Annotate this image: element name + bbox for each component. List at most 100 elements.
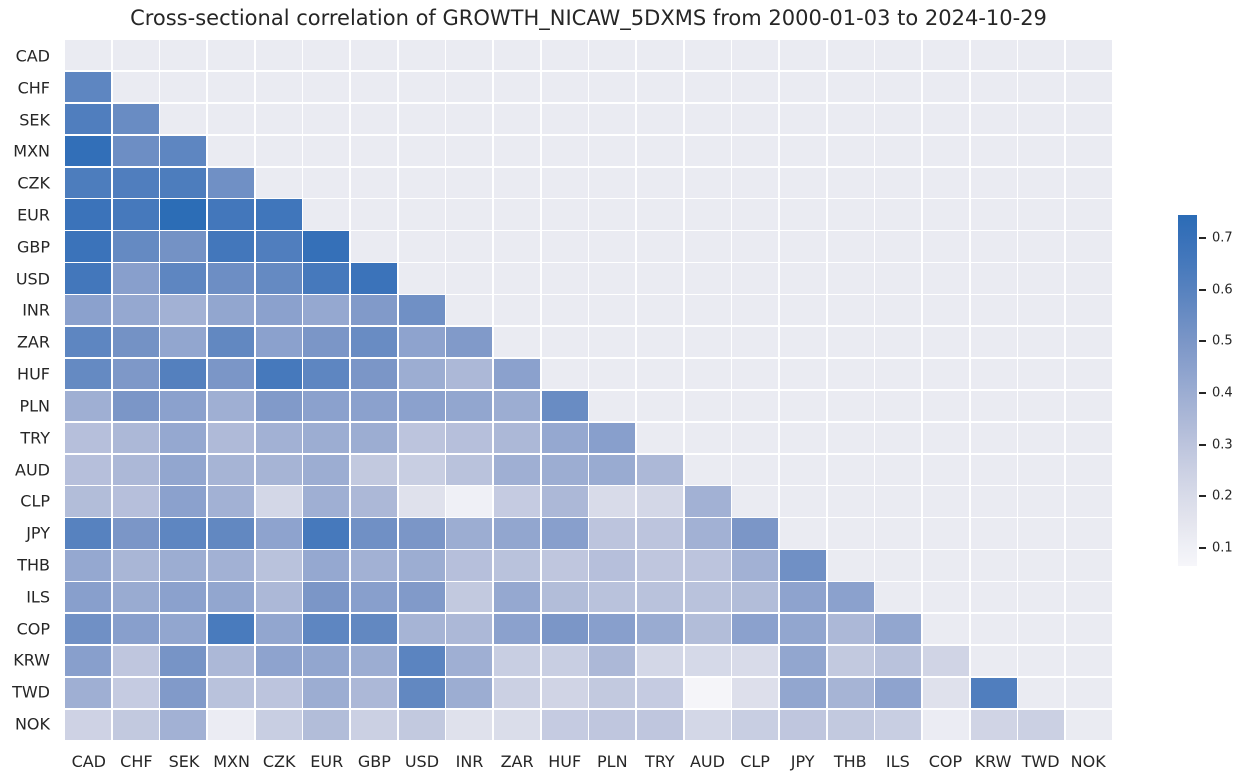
- heatmap-cell-masked: [732, 295, 779, 326]
- heatmap-cell: [446, 486, 493, 517]
- heatmap-cell-masked: [636, 263, 684, 294]
- y-tick-label: MXN: [13, 141, 50, 161]
- heatmap-cell-masked: [684, 390, 731, 422]
- heatmap-cell-masked: [541, 295, 588, 326]
- heatmap-cell: [65, 518, 112, 549]
- heatmap-cell: [970, 709, 1017, 740]
- x-tick-label: ZAR: [500, 752, 534, 771]
- heatmap-cell-masked: [732, 199, 779, 230]
- heatmap-cell-masked: [827, 550, 874, 581]
- heatmap-cell-masked: [589, 135, 636, 167]
- heatmap-cell: [922, 709, 970, 740]
- heatmap-cell-masked: [1018, 358, 1065, 390]
- heatmap-cell: [398, 677, 445, 709]
- heatmap-cell: [350, 645, 398, 677]
- heatmap-cell: [207, 486, 255, 517]
- heatmap-cell-masked: [1018, 40, 1065, 71]
- heatmap-cell-masked: [922, 199, 970, 230]
- heatmap-cell: [160, 390, 207, 422]
- heatmap-cell-masked: [1065, 103, 1112, 135]
- colorbar-tick-mark: [1199, 495, 1206, 498]
- heatmap-cell-masked: [1065, 40, 1112, 71]
- heatmap-cell-masked: [970, 486, 1017, 517]
- heatmap-cell-masked: [970, 326, 1017, 358]
- x-tick-label: TWD: [1021, 752, 1060, 771]
- heatmap-cell: [160, 295, 207, 326]
- x-axis-tick-labels: CAD CHF SEK MXN CZK EUR GBP USD INR ZAR HUF PLN TRY A…: [65, 748, 1112, 774]
- heatmap-cell-masked: [732, 422, 779, 454]
- heatmap-cell: [398, 390, 445, 422]
- y-tick-label: JPY: [26, 523, 50, 543]
- heatmap-cell-masked: [779, 40, 827, 71]
- heatmap-cell-masked: [398, 231, 445, 262]
- heatmap-cell: [350, 550, 398, 581]
- heatmap-cell: [684, 582, 731, 613]
- colorbar-tick-label: 0.7: [1212, 230, 1233, 246]
- heatmap-cell-masked: [446, 167, 493, 198]
- heatmap-cell-masked: [541, 231, 588, 262]
- heatmap-cell: [350, 390, 398, 422]
- heatmap-cell-masked: [922, 103, 970, 135]
- heatmap-cell: [636, 550, 684, 581]
- heatmap-cell-masked: [827, 326, 874, 358]
- heatmap-cell: [303, 231, 350, 262]
- heatmap-cell: [112, 550, 159, 581]
- heatmap-cell-masked: [875, 295, 922, 326]
- heatmap-cell: [303, 295, 350, 326]
- heatmap-cell-masked: [875, 358, 922, 390]
- heatmap-cell: [493, 486, 541, 517]
- heatmap-cell-masked: [875, 103, 922, 135]
- heatmap-cell-masked: [684, 326, 731, 358]
- heatmap-cell: [732, 677, 779, 709]
- heatmap-cell-masked: [1065, 231, 1112, 262]
- heatmap-cell-masked: [684, 103, 731, 135]
- heatmap-cell-masked: [779, 486, 827, 517]
- heatmap-cell-masked: [779, 103, 827, 135]
- heatmap-cell-masked: [1018, 231, 1065, 262]
- heatmap-cell: [255, 645, 302, 677]
- heatmap-cell: [303, 486, 350, 517]
- heatmap-cell-masked: [493, 231, 541, 262]
- heatmap-cell-masked: [922, 550, 970, 581]
- heatmap-cell-masked: [922, 582, 970, 613]
- x-tick-label: ILS: [885, 752, 910, 771]
- heatmap-cell: [303, 263, 350, 294]
- heatmap-cell: [160, 263, 207, 294]
- heatmap-cell: [827, 582, 874, 613]
- x-tick-label: CLP: [740, 752, 770, 771]
- heatmap-cell: [446, 358, 493, 390]
- heatmap-cell: [350, 486, 398, 517]
- heatmap-cell: [207, 326, 255, 358]
- heatmap-cell: [875, 709, 922, 740]
- heatmap-cell-masked: [827, 263, 874, 294]
- heatmap-cell-masked: [541, 263, 588, 294]
- heatmap-cell: [112, 135, 159, 167]
- heatmap-cell: [350, 518, 398, 549]
- heatmap-cell: [398, 518, 445, 549]
- heatmap-cell: [303, 518, 350, 549]
- heatmap-cell: [493, 582, 541, 613]
- x-tick-label: USD: [404, 752, 440, 771]
- heatmap-cell: [65, 103, 112, 135]
- heatmap-cell: [732, 582, 779, 613]
- heatmap-cell-masked: [684, 40, 731, 71]
- heatmap-cell-masked: [732, 135, 779, 167]
- heatmap-cell: [779, 550, 827, 581]
- heatmap-cell: [779, 645, 827, 677]
- heatmap-cell: [493, 422, 541, 454]
- y-tick-label: ZAR: [16, 332, 50, 352]
- heatmap-cell: [350, 677, 398, 709]
- heatmap-cell-masked: [827, 295, 874, 326]
- heatmap-cell: [112, 231, 159, 262]
- heatmap-cell-masked: [1018, 677, 1065, 709]
- heatmap-cell: [255, 486, 302, 517]
- heatmap-cell: [732, 709, 779, 740]
- colorbar-tick-mark: [1199, 340, 1206, 343]
- y-tick-label: NOK: [14, 714, 50, 734]
- heatmap-cell: [112, 263, 159, 294]
- heatmap-cell: [493, 709, 541, 740]
- heatmap-cell-masked: [636, 390, 684, 422]
- heatmap-cell: [732, 645, 779, 677]
- y-tick-label: EUR: [17, 205, 50, 225]
- y-tick-label: THB: [17, 555, 50, 575]
